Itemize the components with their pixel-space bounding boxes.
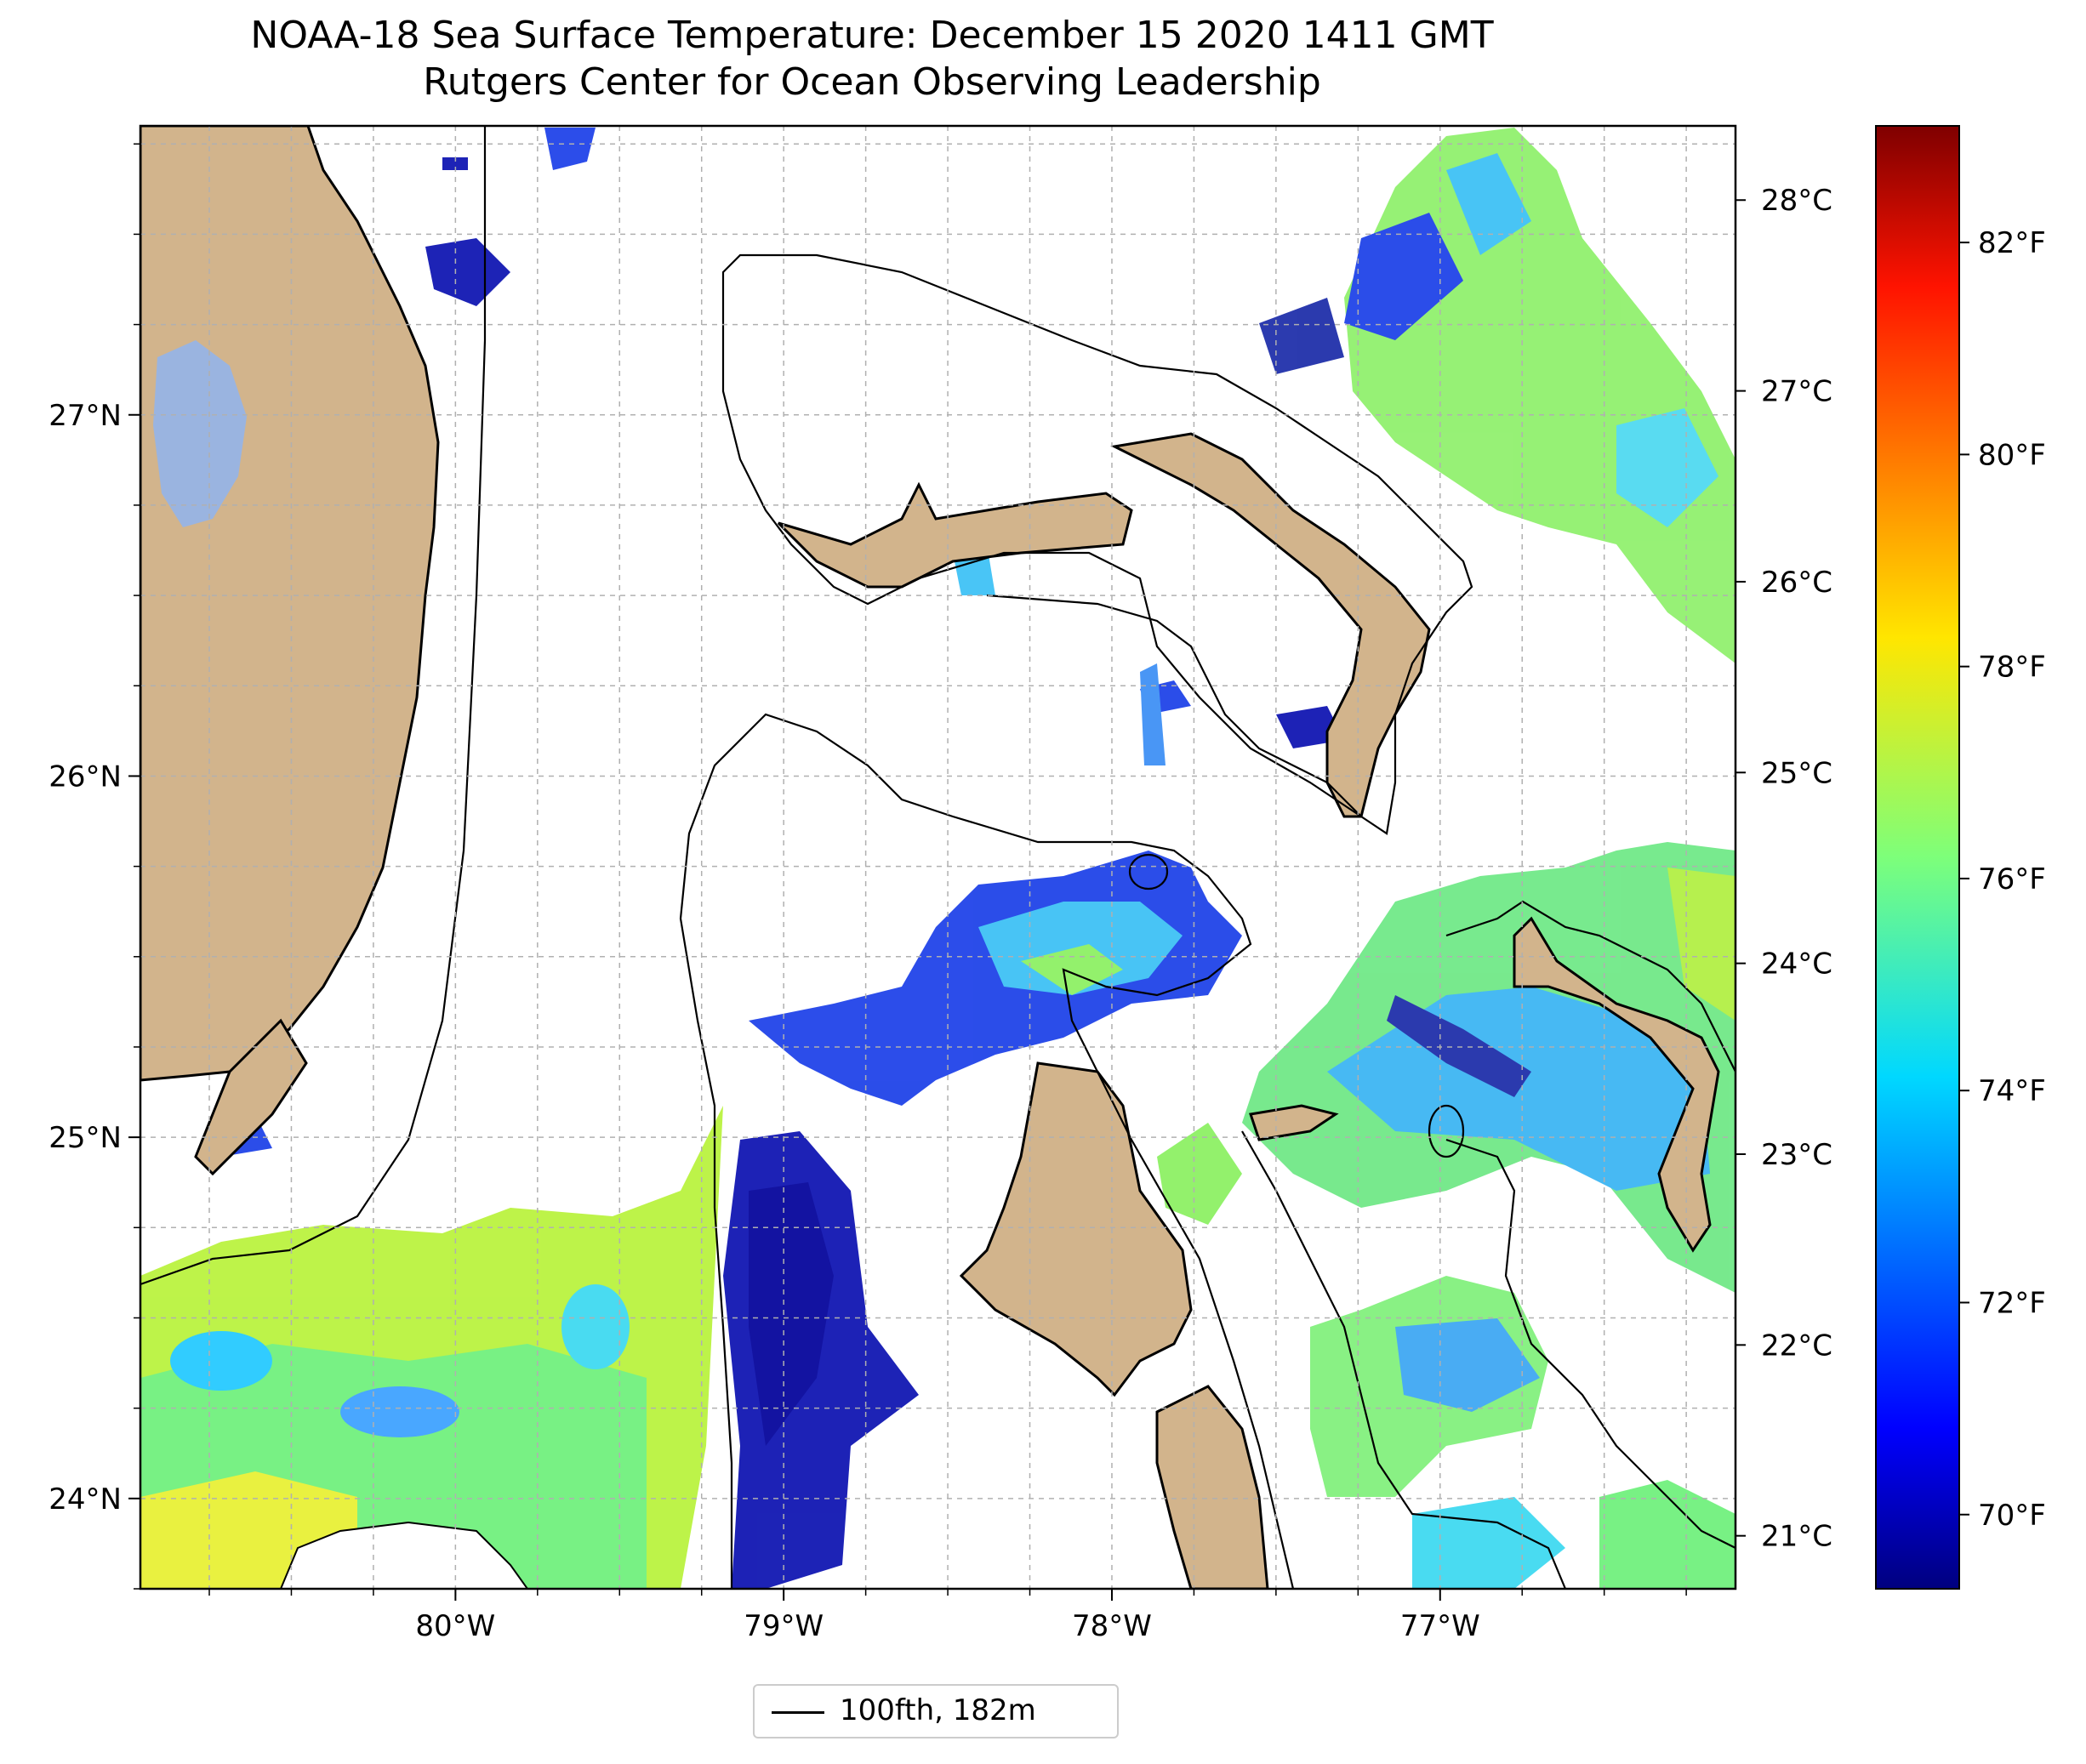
lon-tick-label: 80°W: [415, 1609, 495, 1643]
celsius-tick-label: 26°C: [1761, 566, 1832, 600]
latitude-axis: 24°N 25°N 26°N 27°N: [48, 143, 140, 1590]
map-title-line-2: Rutgers Center for Ocean Observing Leade…: [423, 60, 1321, 104]
florida-keys: [194, 1018, 308, 1176]
eleuthera: [1513, 916, 1720, 1253]
longitude-axis: 80°W 79°W 78°W 77°W: [208, 1589, 1687, 1643]
map-title-line-1: NOAA-18 Sea Surface Temperature: Decembe…: [250, 14, 1494, 57]
new-providence: [1249, 1104, 1339, 1141]
abaco: [1110, 432, 1431, 818]
fahrenheit-tick-label: 74°F: [1978, 1074, 2046, 1108]
lon-tick-label: 79°W: [744, 1609, 824, 1643]
andros: [959, 1061, 1193, 1397]
lat-tick-label: 24°N: [48, 1482, 122, 1516]
legend-label: 100fth, 182m: [840, 1693, 1036, 1727]
celsius-tick-label: 21°C: [1761, 1520, 1832, 1554]
celsius-tick-label: 23°C: [1761, 1138, 1832, 1172]
colorbar-fahrenheit-axis: 70°F 72°F 74°F 76°F 78°F 80°F 82°F: [1959, 226, 2046, 1533]
map-frame: [139, 124, 1737, 1590]
fahrenheit-tick-label: 80°F: [1978, 438, 2046, 472]
andros-south: [1155, 1385, 1269, 1589]
landmasses: [140, 126, 1720, 1589]
celsius-tick-label: 28°C: [1761, 184, 1832, 218]
legend: 100fth, 182m: [753, 1684, 1119, 1738]
map-title: NOAA-18 Sea Surface Temperature: Decembe…: [140, 12, 1604, 105]
fahrenheit-tick-label: 76°F: [1978, 862, 2046, 896]
legend-line-swatch: [772, 1711, 824, 1714]
fahrenheit-tick-label: 72°F: [1978, 1286, 2046, 1320]
colorbar: [1875, 125, 1960, 1590]
fahrenheit-tick-label: 78°F: [1978, 651, 2046, 685]
celsius-tick-label: 24°C: [1761, 947, 1832, 982]
celsius-tick-label: 25°C: [1761, 756, 1832, 790]
celsius-tick-label: 22°C: [1761, 1329, 1832, 1363]
gridlines: [140, 126, 1735, 1589]
lat-tick-label: 26°N: [48, 760, 122, 794]
lon-tick-label: 77°W: [1400, 1609, 1480, 1643]
celsius-tick-label: 27°C: [1761, 375, 1832, 409]
cuba-coast: [279, 1521, 529, 1589]
lon-tick-label: 78°W: [1072, 1609, 1152, 1643]
fahrenheit-tick-label: 70°F: [1978, 1499, 2046, 1533]
lake-okeechobee: [153, 340, 247, 527]
fahrenheit-tick-label: 82°F: [1978, 226, 2046, 260]
colorbar-celsius-axis: 21°C 22°C 23°C 24°C 25°C 26°C 27°C 28°C: [1735, 184, 1832, 1554]
lat-tick-label: 27°N: [48, 399, 122, 433]
grand-bahama: [777, 481, 1133, 589]
lat-tick-label: 25°N: [48, 1121, 122, 1155]
